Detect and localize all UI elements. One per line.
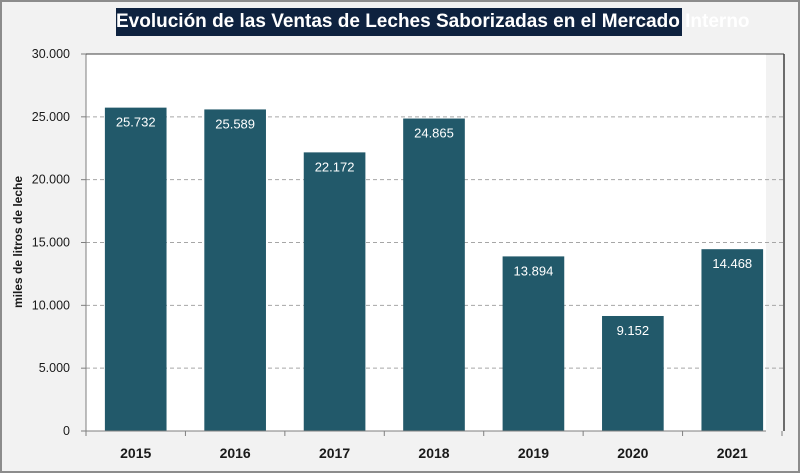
data-label: 14.468 [712,256,752,271]
y-tick-label: 5.000 [39,361,70,375]
data-label: 9.152 [617,323,650,338]
y-axis-label: miles de litros de leche [11,176,25,308]
bar [502,256,565,431]
bar [602,315,664,431]
y-tick-label: 20.000 [32,173,70,187]
y-tick-label: 25.000 [32,110,70,124]
x-tick-label: 2021 [717,445,748,461]
y-tick-label: 0 [63,424,70,438]
bar [403,118,465,431]
y-tick-label: 30.000 [32,47,70,61]
gridlines [86,116,784,369]
bar [701,249,764,431]
bar [303,152,366,431]
x-tick-label: 2017 [319,445,350,461]
data-label: 24.865 [414,126,454,141]
x-tick-label: 2018 [418,445,449,461]
data-label: 13.894 [514,263,554,278]
data-label: 22.172 [315,159,355,174]
y-tick-label: 15.000 [32,236,70,250]
bars: 25.732 25.589 22.172 24.865 13.894 9.152 14.46… [104,107,764,432]
data-label: 25.589 [215,116,255,131]
bar [204,109,266,431]
x-tick-label: 2015 [120,445,151,461]
x-tick-label: 2016 [220,445,251,461]
y-axis-ticks: 0 5.000 10.000 15.000 20.000 25.000 30.000 [32,47,86,438]
y-tick-label: 10.000 [32,298,70,312]
data-label: 25.732 [116,115,156,130]
bar [104,107,167,432]
x-tick-label: 2019 [518,445,549,461]
x-tick-label: 2020 [617,445,648,461]
x-axis-ticks: 2015 2016 2017 2018 2019 2020 2021 [85,431,783,461]
chart-title: Evolución de las Ventas de Leches Sabori… [116,8,750,36]
